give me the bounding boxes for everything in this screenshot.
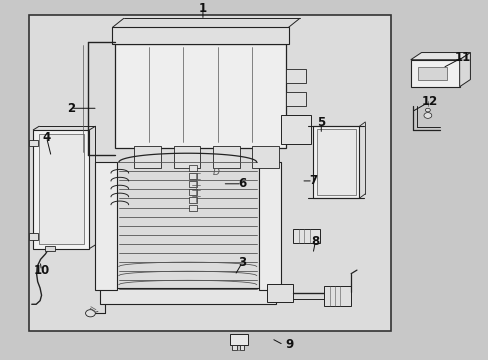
- Bar: [285, 69, 305, 83]
- Text: D: D: [212, 168, 219, 177]
- Text: 10: 10: [33, 264, 50, 277]
- Bar: [410, 60, 459, 87]
- Text: 3: 3: [238, 256, 245, 269]
- Bar: [231, 345, 236, 350]
- Bar: [189, 205, 197, 211]
- Bar: [189, 166, 197, 171]
- Bar: [45, 246, 55, 251]
- Bar: [324, 286, 350, 306]
- Bar: [173, 146, 200, 168]
- Text: 4: 4: [42, 131, 50, 144]
- Bar: [189, 197, 197, 203]
- Bar: [29, 15, 390, 331]
- Bar: [33, 130, 89, 248]
- Bar: [251, 146, 278, 168]
- Bar: [134, 146, 161, 168]
- Bar: [189, 181, 197, 187]
- Bar: [100, 288, 276, 304]
- Circle shape: [425, 108, 429, 112]
- Text: 2: 2: [67, 102, 75, 115]
- Bar: [95, 162, 117, 290]
- Bar: [189, 189, 197, 195]
- Text: 1: 1: [199, 2, 206, 15]
- Bar: [29, 233, 38, 239]
- Bar: [115, 44, 285, 148]
- Bar: [316, 129, 355, 195]
- Bar: [212, 146, 239, 168]
- Bar: [285, 116, 305, 130]
- Text: 11: 11: [454, 51, 470, 64]
- Text: 6: 6: [238, 177, 245, 190]
- Bar: [285, 92, 305, 107]
- Bar: [266, 284, 293, 302]
- Circle shape: [423, 113, 431, 118]
- Bar: [39, 134, 83, 244]
- Bar: [239, 345, 244, 350]
- Circle shape: [85, 310, 95, 317]
- Bar: [293, 229, 320, 243]
- Text: 12: 12: [420, 95, 437, 108]
- Text: 7: 7: [308, 174, 316, 188]
- Bar: [417, 67, 447, 80]
- Bar: [259, 162, 281, 290]
- Bar: [312, 126, 359, 198]
- Bar: [29, 140, 38, 146]
- Bar: [229, 334, 248, 345]
- Text: 9: 9: [285, 338, 293, 351]
- Text: 5: 5: [317, 116, 325, 129]
- Polygon shape: [410, 53, 469, 60]
- Bar: [281, 116, 310, 144]
- Bar: [112, 27, 288, 44]
- Text: 8: 8: [311, 235, 319, 248]
- Bar: [189, 174, 197, 179]
- Polygon shape: [459, 53, 469, 87]
